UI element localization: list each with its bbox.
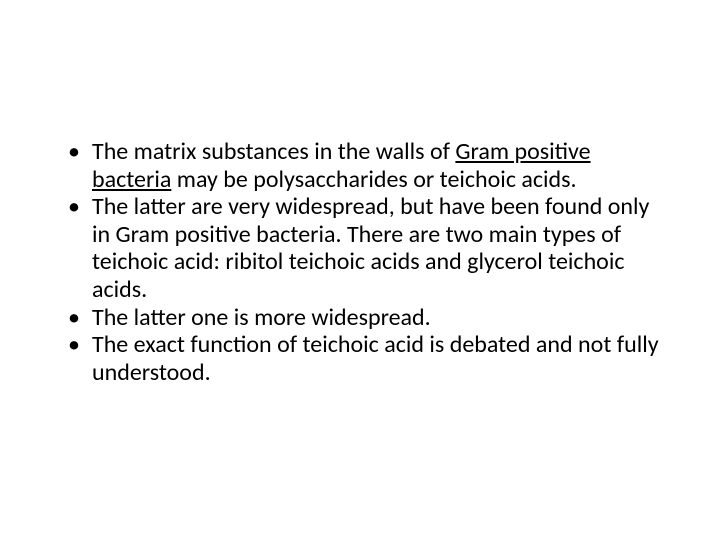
- bullet-text: The latter are very widespread, but have…: [92, 192, 649, 304]
- list-item: The matrix substances in the walls of Gr…: [60, 138, 660, 193]
- list-item: The latter one is more widespread.: [60, 304, 660, 332]
- bullet-text: The exact function of teichoic acid is d…: [92, 330, 659, 387]
- bullet-list: The matrix substances in the walls of Gr…: [60, 138, 660, 386]
- list-item: The exact function of teichoic acid is d…: [60, 331, 660, 386]
- bullet-text-pre: The matrix substances in the walls of: [92, 137, 455, 166]
- list-item: The latter are very widespread, but have…: [60, 193, 660, 303]
- bullet-text: The latter one is more widespread.: [92, 303, 431, 332]
- bullet-text-post: may be polysaccharides or teichoic acids…: [171, 165, 576, 194]
